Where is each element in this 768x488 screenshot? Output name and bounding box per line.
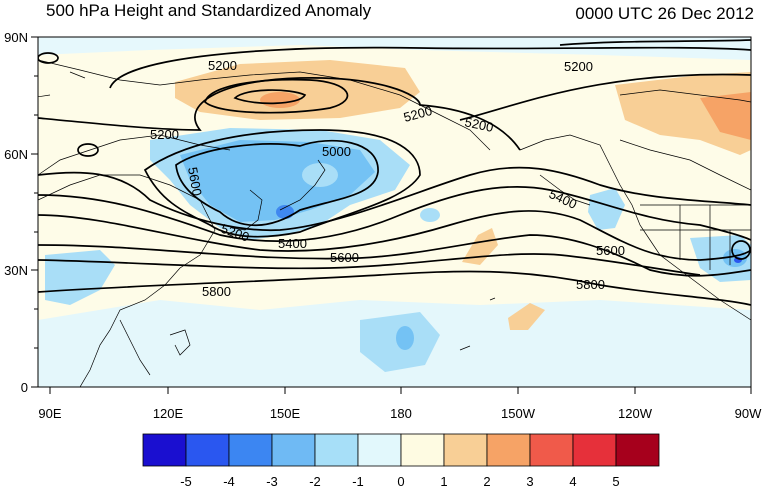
contour-label-5000: 5000 (322, 144, 351, 159)
anomaly-negative-3 (276, 205, 294, 219)
colorbar-label: -1 (352, 474, 364, 488)
height-contours (38, 39, 751, 306)
anomaly-negative-2 (180, 140, 375, 222)
colorbar-label: 0 (397, 474, 404, 488)
colorbar-swatch (228, 433, 273, 467)
anomaly-negative-11 (396, 326, 414, 350)
colorbar-label: -5 (180, 474, 192, 488)
anomaly-positive-6 (508, 303, 545, 330)
colorbar-swatch (185, 433, 230, 467)
colorbar: -5 -4 -3 -2 -1 0 1 2 3 4 5 (142, 433, 660, 488)
colorbar-label: -3 (266, 474, 278, 488)
contour-label-5800: 5800 (576, 277, 605, 292)
contour-label-5200: 5200 (463, 114, 494, 135)
colorbar-swatch (443, 433, 488, 467)
lon-tick-label: 90W (735, 406, 762, 421)
colorbar-label: 5 (612, 474, 619, 488)
colorbar-swatch (572, 433, 617, 467)
lat-tick-label: 60N (4, 147, 28, 162)
colorbar-swatch (529, 433, 574, 467)
contour-label-5600: 5600 (330, 250, 359, 265)
contour-labels: 5200 5200 5200 5200 5200 5200 5000 5600 … (150, 58, 625, 299)
contour-label-5200: 5200 (208, 58, 237, 73)
contour-label-5600: 5600 (185, 166, 205, 197)
lat-tick-label: 30N (4, 263, 28, 278)
contour-label-5800: 5800 (202, 284, 231, 299)
colorbar-swatch (486, 433, 531, 467)
colorbar-swatch (142, 433, 187, 467)
map-field (38, 37, 751, 387)
anomaly-positive-2 (260, 92, 300, 108)
lat-tick-label: 0 (21, 380, 28, 395)
anomaly-negative-7 (723, 249, 747, 267)
anomaly-positive-1 (175, 60, 420, 120)
colorbar-swatch (314, 433, 359, 467)
colorbar-label: 4 (569, 474, 576, 488)
lon-tick-label: 150W (501, 406, 536, 421)
colorbar-label: 1 (440, 474, 447, 488)
lat-tick-label: 90N (4, 30, 28, 45)
valid-time: 0000 UTC 26 Dec 2012 (575, 4, 754, 23)
latitude-axis: 90N 60N 30N 0 (4, 30, 38, 395)
map-frame (37, 36, 752, 388)
lon-tick-label: 150E (270, 406, 301, 421)
contour-label-5200: 5200 (564, 59, 593, 74)
plot-title: 500 hPa Height and Standardized Anomaly (46, 1, 372, 20)
lon-tick-label: 120E (153, 406, 184, 421)
colorbar-swatches (142, 433, 660, 467)
anomaly-negative-4 (302, 163, 338, 187)
lon-tick-label: 180 (390, 406, 412, 421)
colorbar-label: 2 (483, 474, 490, 488)
anomaly-positive-5 (462, 228, 498, 265)
colorbar-swatch (271, 433, 316, 467)
anomaly-negative-12 (420, 208, 440, 222)
contour-label-5200: 5200 (402, 103, 434, 125)
colorbar-labels: -5 -4 -3 -2 -1 0 1 2 3 4 5 (180, 474, 619, 488)
contour-label-5400: 5400 (278, 236, 307, 251)
colorbar-label: -2 (309, 474, 321, 488)
colorbar-label: -4 (223, 474, 235, 488)
colorbar-swatch (400, 433, 445, 467)
lon-tick-label: 120W (618, 406, 653, 421)
anomaly-negative-5 (588, 188, 625, 230)
colorbar-swatch (357, 433, 402, 467)
anomaly-positive-3 (615, 72, 751, 155)
lon-tick-label: 90E (38, 406, 61, 421)
longitude-axis: 90E 120E 150E 180 150W 120W 90W (38, 387, 762, 421)
colorbar-swatch (615, 433, 660, 467)
contour-label-5200: 5200 (150, 127, 179, 142)
anomaly-positive-4 (700, 92, 751, 140)
colorbar-label: 3 (526, 474, 533, 488)
contour-label-5600: 5600 (596, 243, 625, 258)
